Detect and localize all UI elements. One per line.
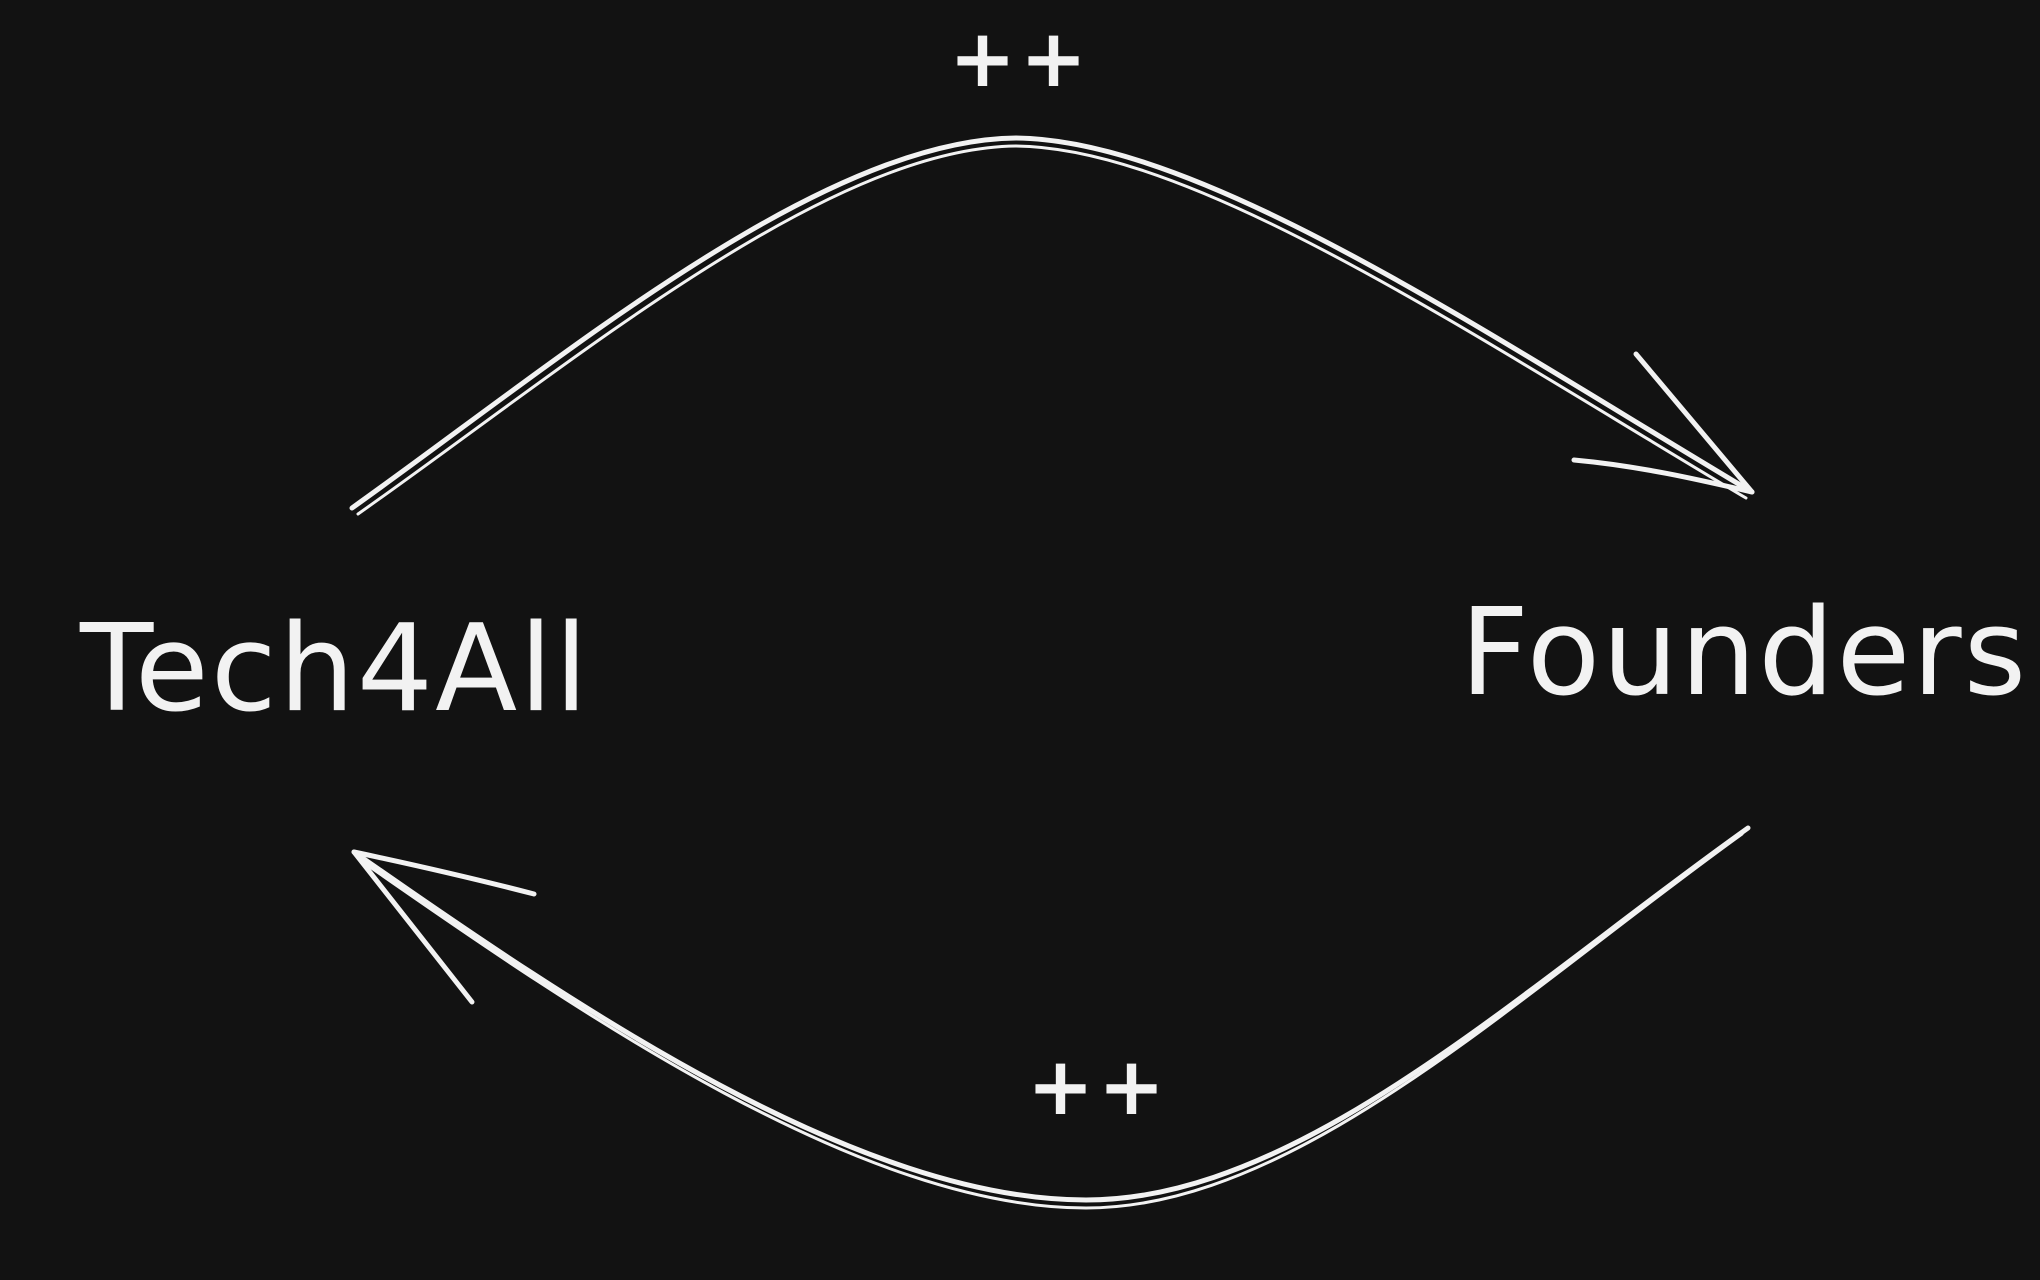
edge-tech4all-to-founders[interactable]: ++ [349, 12, 1755, 516]
node-tech4all[interactable]: Tech4All [79, 600, 590, 739]
edge-top-curve [349, 135, 1755, 511]
arrowhead-bottom-icon [351, 849, 537, 1005]
edge-bottom-label: ++ [1027, 1040, 1169, 1133]
edge-bottom-curve-sketch [358, 832, 1744, 1210]
edge-bottom-curve [351, 825, 1751, 1203]
node-founders[interactable]: Founders [1460, 584, 2028, 723]
arrowhead-top-icon [1571, 351, 1755, 495]
edge-founders-to-tech4all[interactable]: ++ [351, 825, 1751, 1210]
edge-top-curve-sketch [356, 144, 1748, 516]
edge-top-label: ++ [949, 12, 1091, 105]
